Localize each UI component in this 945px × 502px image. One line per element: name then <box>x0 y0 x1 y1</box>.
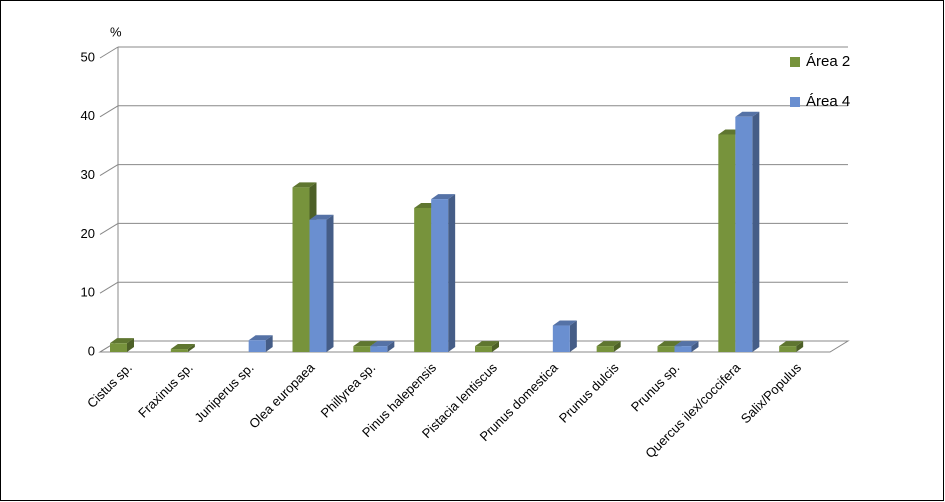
y-tick-label: 10 <box>81 285 95 300</box>
bar-top <box>170 344 195 350</box>
bar-top <box>248 335 273 341</box>
bar-side <box>326 214 334 352</box>
legend-label: Área 4 <box>806 93 850 110</box>
grid-line-side <box>99 164 119 177</box>
bar-top <box>431 194 456 200</box>
bar <box>431 194 456 352</box>
bar-front <box>475 346 492 352</box>
grid-line-side <box>99 46 119 59</box>
bar-top <box>779 341 804 347</box>
bar-top <box>674 341 699 347</box>
bar-front <box>414 207 432 352</box>
bar-side <box>691 341 699 352</box>
bar-top <box>735 111 760 117</box>
bar-front <box>718 134 736 352</box>
bar <box>596 341 621 352</box>
bar-side <box>613 341 621 352</box>
bar-front <box>596 346 614 352</box>
bar <box>674 341 699 352</box>
bar <box>475 341 499 352</box>
grid-line-side <box>99 281 119 294</box>
bar-front <box>735 116 753 352</box>
bar-side <box>387 341 395 352</box>
bar-front <box>110 343 127 352</box>
bar-top <box>292 182 317 188</box>
bar-side <box>448 194 456 352</box>
bar-front <box>674 346 692 352</box>
grid-line <box>99 46 848 59</box>
bar-front <box>170 349 188 352</box>
bar <box>370 341 395 352</box>
bar-top <box>370 341 395 347</box>
bar-front <box>248 340 266 352</box>
bar <box>248 335 273 352</box>
bar-front <box>353 346 371 352</box>
bar-front <box>552 325 570 352</box>
y-axis-label: % <box>110 24 122 39</box>
bar-front <box>431 199 449 352</box>
bar-side <box>265 335 273 352</box>
y-tick-label: 30 <box>81 167 95 182</box>
grid-line-side <box>99 105 119 118</box>
bar-front <box>370 346 388 352</box>
legend-swatch <box>790 97 800 107</box>
y-tick-label: 20 <box>81 226 95 241</box>
y-tick-label: 0 <box>88 343 95 358</box>
bar <box>110 338 134 352</box>
bar <box>309 214 334 352</box>
bar-top <box>596 341 621 347</box>
bar-side <box>127 338 134 352</box>
bar-side <box>569 320 577 352</box>
grid-line-side <box>99 222 119 235</box>
y-tick-label: 40 <box>81 108 95 123</box>
bar-top <box>110 338 134 344</box>
bar-front <box>779 346 797 352</box>
y-tick-label: 50 <box>81 49 95 64</box>
legend-swatch <box>790 57 800 67</box>
bar-side <box>752 111 760 352</box>
legend-label: Área 2 <box>806 53 850 70</box>
bar-side <box>187 344 195 352</box>
bar <box>779 341 804 352</box>
bar-top <box>552 320 577 326</box>
bar-front <box>309 219 327 352</box>
bar <box>552 320 577 352</box>
grid-line <box>99 105 848 118</box>
bar-side <box>796 341 804 352</box>
bar <box>170 344 195 352</box>
bar-front <box>657 346 675 352</box>
bar-top <box>309 214 334 220</box>
bar-top <box>657 341 682 347</box>
bar <box>735 111 760 352</box>
bar-top <box>475 341 499 347</box>
bar-side <box>492 341 499 352</box>
bar-front <box>292 187 310 352</box>
bar-top <box>353 341 378 347</box>
